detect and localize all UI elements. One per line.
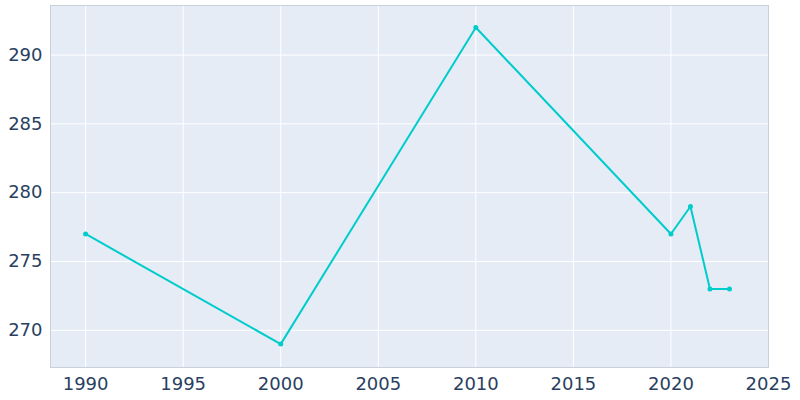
svg-text:285: 285 <box>8 113 42 134</box>
svg-text:2000: 2000 <box>258 373 304 394</box>
svg-text:2025: 2025 <box>746 373 792 394</box>
svg-text:2005: 2005 <box>355 373 401 394</box>
svg-text:2020: 2020 <box>648 373 694 394</box>
svg-text:275: 275 <box>8 250 42 271</box>
svg-text:1995: 1995 <box>160 373 206 394</box>
svg-text:1990: 1990 <box>63 373 109 394</box>
svg-text:2010: 2010 <box>453 373 499 394</box>
svg-text:2015: 2015 <box>550 373 596 394</box>
svg-text:280: 280 <box>8 181 42 202</box>
svg-text:290: 290 <box>8 44 42 65</box>
svg-text:270: 270 <box>8 319 42 340</box>
